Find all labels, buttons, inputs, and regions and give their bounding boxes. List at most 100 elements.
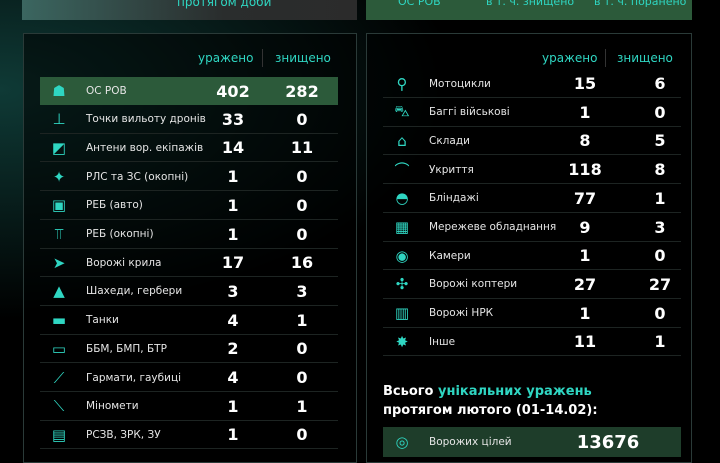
hit-value: 118 [568, 160, 602, 180]
row-label: Мотоцикли [429, 77, 491, 90]
ew-trench-icon: ⫪ [54, 225, 64, 243]
table-row: ▬ Танки 4 1 [40, 307, 338, 335]
row-label: Мережеве обладнання [429, 221, 557, 233]
ew-vehicle-icon: ▣ [51, 196, 67, 215]
explosion-icon: ✸ [395, 332, 409, 351]
table-row: ✸ Інше 11 1 [383, 328, 681, 357]
warehouse-icon: ⌂ [397, 131, 407, 150]
table-row: ⊥ Точки вильоту дронів 33 0 [40, 106, 338, 134]
table-row: ▥ Ворожі НРК 1 0 [383, 300, 681, 328]
hit-value: 4 [227, 368, 239, 387]
hit-value: 1 [579, 246, 591, 266]
row-label: Ворожі крила [86, 256, 162, 269]
target-icon: ◎ [395, 433, 409, 451]
row-label: Ворожі НРК [429, 307, 494, 320]
shelter-icon: ⌒ [394, 161, 410, 180]
row-label: ББМ, БМП, БТР [86, 342, 167, 355]
daily-summary-banner: протягом доби [22, 0, 357, 20]
header-hit: уражено [198, 51, 254, 65]
destroyed-value: 1 [296, 396, 308, 416]
row-label: Шахеди, гербери [86, 285, 183, 298]
hit-value: 14 [221, 138, 245, 158]
table-row: ⟋ Гармати, гаубиці 4 0 [40, 364, 338, 392]
antenna-icon: ◩ [51, 138, 67, 157]
table-row: ✣ Ворожі коптери 27 27 [383, 271, 681, 299]
hit-value: 9 [579, 217, 591, 237]
table-row: ▤ РСЗВ, ЗРК, ЗУ 1 0 [40, 421, 338, 450]
row-label: Антени вор. екіпажів [86, 141, 204, 154]
table-row: ◉ Камери 1 0 [383, 242, 681, 271]
destroyed-value: 0 [296, 368, 308, 387]
drone-launch-point-icon: ⊥ [52, 110, 66, 129]
total-label: Ворожих цілей [429, 436, 512, 448]
hit-value: 1 [579, 303, 591, 323]
summary-item: в т. ч. знищено [486, 0, 575, 8]
destroyed-value: 6 [654, 74, 666, 93]
hit-value: 3 [227, 281, 239, 301]
buggy-icon: ⛍ [394, 102, 410, 121]
camera-icon: ◉ [395, 246, 409, 265]
row-label: РЕБ (окопні) [86, 228, 154, 240]
table-row: ▣ РЕБ (авто) 1 0 [40, 192, 338, 220]
destroyed-value: 0 [296, 195, 308, 215]
destroyed-value: 1 [296, 310, 308, 330]
table-row: ☗ ОС РОВ 402 282 [40, 77, 338, 105]
tank-icon: ▬ [51, 311, 67, 330]
table-row: ⫪ РЕБ (окопні) 1 0 [40, 221, 338, 249]
table-row: ⚲ Мотоцикли 15 6 [383, 70, 681, 98]
destroyed-value: 0 [654, 246, 666, 266]
hit-value: 1 [227, 167, 239, 187]
header-destroyed: знищено [617, 51, 673, 65]
row-label: Баггі військові [429, 106, 510, 119]
row-label: Бліндажі [429, 192, 479, 205]
destroyed-value: 282 [285, 81, 319, 101]
row-label: Інше [429, 335, 456, 348]
artillery-icon: ⟋ [53, 368, 65, 387]
destroyed-value: 8 [654, 160, 666, 180]
destroyed-value: 16 [290, 253, 314, 273]
destroyed-value: 3 [296, 281, 308, 301]
row-label: РЕБ (авто) [86, 199, 143, 212]
hit-value: 15 [573, 74, 597, 93]
shahed-icon: ▲ [53, 282, 65, 301]
motorcycle-icon: ⚲ [396, 74, 408, 93]
table-row: ✦ РЛС та ЗС (окопні) 1 0 [40, 163, 338, 192]
quadcopter-icon: ✣ [395, 275, 409, 294]
row-label: Ворожі коптери [429, 278, 518, 291]
table-row: ◓ Бліндажі 77 1 [383, 185, 681, 213]
divider [605, 49, 606, 67]
hit-value: 17 [221, 253, 245, 273]
table-row: ➤ Ворожі крила 17 16 [40, 249, 338, 278]
personnel-summary-banner: ОС РОВ в т. ч. знищено в т. ч. поранено [366, 0, 692, 20]
table-row: ⌂ Склади 8 5 [383, 127, 681, 156]
hit-value: 1 [579, 102, 591, 122]
monthly-total-title: Всього унікальних уражень протягом лютого… [383, 384, 598, 418]
hit-value: 1 [227, 224, 239, 244]
hit-value: 77 [573, 188, 597, 208]
wing-drone-icon: ➤ [52, 253, 66, 272]
total-value: 13676 [576, 431, 640, 453]
row-label: Камери [429, 249, 471, 262]
table-row: ⌒ Укриття 118 8 [383, 156, 681, 185]
destroyed-value: 11 [290, 138, 314, 158]
header-hit: уражено [542, 51, 598, 65]
table-row: ◩ Антени вор. екіпажів 14 11 [40, 134, 338, 163]
row-label: Гармати, гаубиці [86, 371, 182, 384]
table-row: ▲ Шахеди, гербери 3 3 [40, 278, 338, 306]
destroyed-value: 3 [654, 217, 666, 237]
soldier-icon: ☗ [52, 82, 66, 100]
row-label: ОС РОВ [86, 85, 127, 97]
row-label: Укриття [429, 163, 474, 176]
radar-icon: ✦ [52, 167, 66, 186]
destroyed-value: 0 [296, 339, 308, 359]
hit-value: 4 [227, 310, 239, 330]
destroyed-value: 0 [654, 102, 666, 122]
hit-value: 11 [573, 332, 597, 352]
summary-item: ОС РОВ [398, 0, 441, 8]
row-label: Танки [86, 314, 119, 327]
destroyed-value: 5 [654, 131, 666, 151]
hit-value: 1 [227, 425, 239, 445]
hit-value: 27 [573, 274, 597, 294]
dugout-icon: ◓ [395, 189, 409, 208]
table-row: ⟍ Міномети 1 1 [40, 393, 338, 421]
